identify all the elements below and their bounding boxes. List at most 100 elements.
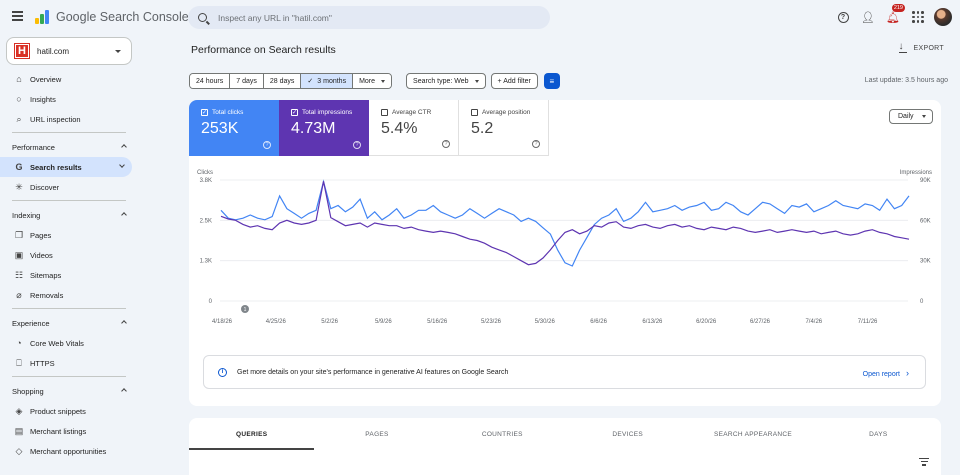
search-input[interactable]: Inspect any URL in "hatil.com" [218, 12, 332, 23]
metric-average-ctr[interactable]: Average CTR 5.4% ? [369, 100, 459, 156]
ai-features-banner: i Get more details on your site's perfor… [203, 355, 926, 389]
property-name: hatil.com [37, 46, 70, 56]
divider [12, 308, 126, 309]
sidebar-item-discover[interactable]: ✳ Discover [15, 181, 60, 192]
google-g-icon: G [15, 162, 23, 172]
y-left-tick-label: 2.5K [200, 218, 212, 224]
sidebar-item-removals[interactable]: ⌀ Removals [0, 285, 140, 305]
range-more[interactable]: More [353, 74, 392, 88]
tab-queries[interactable]: QUERIES [189, 418, 315, 450]
date-range-selector: 24 hours 7 days 28 days ✓ 3 months More [189, 73, 393, 89]
sidebar-item-sitemaps[interactable]: ☷ Sitemaps [14, 269, 62, 280]
checkbox-checked-icon[interactable]: ✓ [291, 109, 298, 116]
checkbox-icon[interactable] [471, 109, 478, 116]
section-experience[interactable]: Experience [0, 313, 140, 333]
manage-users-button[interactable]: 👤︎ [859, 8, 877, 26]
section-performance[interactable]: Performance [0, 137, 140, 157]
avatar [934, 8, 952, 26]
notifications-button[interactable]: 🔔︎ 219 [884, 4, 905, 26]
divider [12, 200, 126, 201]
tab-devices[interactable]: DEVICES [612, 430, 643, 438]
section-indexing[interactable]: Indexing [0, 205, 140, 225]
range-7d[interactable]: 7 days [230, 74, 264, 88]
metric-total-clicks[interactable]: ✓ Total clicks 253K ? [189, 100, 279, 156]
help-icon[interactable]: ? [532, 140, 540, 148]
sidebar-item-merchant-listings[interactable]: ▤ Merchant listings [14, 425, 87, 436]
sidebar-item-https[interactable]: ⎕ HTTPS [0, 353, 140, 373]
help-icon: ? [837, 11, 849, 23]
speedometer-icon: ◔ [16, 338, 22, 348]
sidebar-item-core-web-vitals[interactable]: ◔ Core Web Vitals [0, 333, 140, 353]
open-report-link[interactable]: Open report [863, 368, 909, 378]
lock-icon: ⎕ [16, 357, 22, 368]
performance-chart[interactable]: Clicks Impressions 3.8K 90K 2.5K 60K 1.3K 30K 0 0… [189, 166, 941, 356]
pages-icon: ❐ [14, 229, 24, 240]
tab-search-appearance[interactable]: SEARCH APPEARANCE [713, 430, 793, 438]
notification-badge: 219 [891, 4, 905, 12]
chevron-up-icon [121, 320, 127, 326]
sidebar-item-url-inspection[interactable]: ⌕ URL inspection [0, 109, 140, 129]
x-tick-label: 5/23/26 [481, 319, 502, 325]
y-left-tick-label: 1.3K [200, 259, 212, 265]
chevron-up-icon [121, 144, 127, 150]
sidebar-item-videos[interactable]: ▣ Videos [14, 249, 53, 260]
granularity-dropdown[interactable]: Daily [889, 109, 933, 124]
apps-grid-icon [912, 11, 924, 23]
metric-average-position[interactable]: Average position 5.2 ? [459, 100, 549, 156]
top-bar: Google Search Console Inspect any URL in… [0, 0, 960, 34]
help-icon[interactable]: ? [263, 141, 271, 149]
divider [12, 132, 126, 133]
range-28d[interactable]: 28 days [263, 74, 302, 88]
account-button[interactable] [934, 8, 952, 26]
menu-icon[interactable] [12, 11, 23, 21]
info-icon: i [218, 367, 227, 377]
video-icon: ▣ [14, 249, 24, 260]
metric-value: 4.73M [291, 120, 336, 137]
add-filter-button[interactable]: + Add filter [490, 73, 538, 89]
tab-pages[interactable]: PAGES [365, 430, 389, 438]
section-shopping[interactable]: Shopping [0, 381, 140, 401]
top-icons: ? 👤︎ 🔔︎ 219 [827, 4, 952, 26]
table-filter-icon[interactable] [919, 458, 929, 468]
x-tick-label: 6/20/26 [696, 319, 717, 325]
x-tick-label: 4/25/26 [266, 319, 287, 325]
series-line-impressions [220, 181, 910, 266]
app-logo[interactable]: Google Search Console [35, 9, 189, 25]
sidebar-item-merchant-opportunities[interactable]: ◇ Merchant opportunities [15, 445, 107, 456]
x-tick-label: 5/16/26 [427, 319, 448, 325]
store-icon: ◇ [15, 445, 23, 456]
sidebar-item-search-results[interactable]: G Search results [0, 157, 132, 177]
range-24h[interactable]: 24 hours [190, 74, 231, 88]
annotation-marker [241, 305, 249, 313]
help-button[interactable]: ? [834, 8, 852, 26]
apps-button[interactable] [909, 8, 927, 26]
tab-days[interactable]: DAYS [869, 430, 888, 438]
sidebar-item-product-snippets[interactable]: ◈ Product snippets [15, 405, 86, 416]
y-left-tick-label: 0 [209, 299, 213, 305]
range-3m[interactable]: ✓ 3 months [301, 74, 354, 88]
help-icon[interactable]: ? [353, 141, 361, 149]
nav-top: ⌂ Overview ○ Insights ⌕ URL inspection Perf… [0, 69, 140, 461]
help-icon[interactable]: ? [442, 140, 450, 148]
metric-value: 253K [201, 120, 239, 137]
x-tick-label: 6/13/26 [642, 319, 663, 325]
filter-settings-button[interactable]: ≡ [543, 73, 560, 89]
x-tick-label: 6/6/26 [590, 319, 607, 325]
details-tabs-card: QUERIES PAGES COUNTRIES DEVICES SEARCH APPEA… [189, 418, 941, 475]
y-right-tick-label: 90K [920, 178, 931, 184]
url-inspect-search[interactable]: Inspect any URL in "hatil.com" [188, 6, 550, 29]
chevron-up-icon [121, 388, 127, 394]
sidebar-item-overview[interactable]: ⌂ Overview [0, 69, 140, 89]
checkbox-checked-icon[interactable]: ✓ [201, 109, 208, 116]
metric-total-impressions[interactable]: ✓ Total impressions 4.73M ? [279, 100, 369, 156]
checkbox-icon[interactable] [381, 109, 388, 116]
sidebar-item-insights[interactable]: ○ Insights [0, 89, 140, 109]
property-selector[interactable]: H hatil.com [6, 37, 132, 65]
divider [12, 376, 126, 377]
sidebar-item-pages[interactable]: ❐ Pages [14, 229, 52, 240]
search-type-filter[interactable]: Search type: Web [406, 73, 486, 89]
export-button[interactable]: EXPORT [898, 41, 944, 53]
x-tick-label: 6/27/26 [750, 319, 771, 325]
x-tick-label: 7/4/26 [805, 319, 822, 325]
tab-countries[interactable]: COUNTRIES [481, 430, 523, 438]
